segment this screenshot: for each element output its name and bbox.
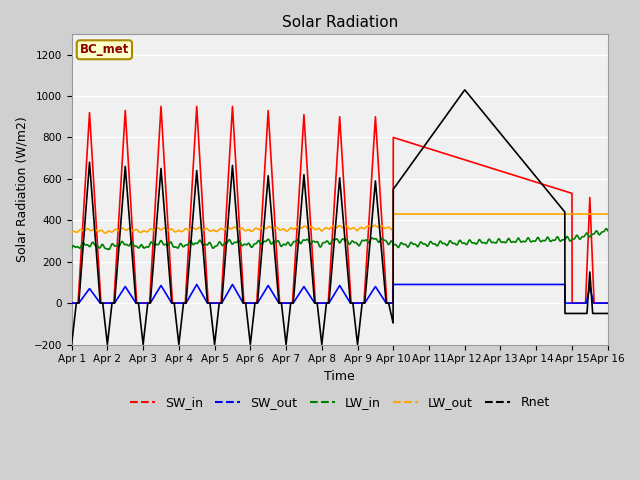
LW_out bbox=[68, 230, 76, 236]
Title: Solar Radiation: Solar Radiation bbox=[282, 15, 398, 30]
SW_out bbox=[393, 282, 401, 288]
LW_out bbox=[175, 228, 182, 234]
LW_in bbox=[105, 247, 113, 252]
Rnet bbox=[325, 298, 333, 304]
LW_out bbox=[580, 211, 588, 217]
SW_out bbox=[326, 300, 333, 305]
SW_out bbox=[246, 300, 253, 306]
LW_out bbox=[389, 211, 397, 217]
SW_out bbox=[175, 300, 182, 306]
SW_in bbox=[175, 300, 182, 306]
SW_in bbox=[326, 283, 333, 288]
Rnet bbox=[580, 311, 588, 316]
SW_in bbox=[68, 300, 76, 306]
LW_in bbox=[580, 234, 588, 240]
LW_in bbox=[175, 244, 182, 250]
LW_in bbox=[602, 226, 610, 231]
LW_out bbox=[246, 228, 253, 233]
SW_in bbox=[580, 300, 588, 306]
LW_in bbox=[246, 241, 253, 247]
LW_out bbox=[604, 211, 612, 217]
Rnet bbox=[281, 332, 289, 338]
Line: LW_in: LW_in bbox=[72, 228, 608, 250]
Rnet bbox=[461, 87, 468, 93]
LW_in bbox=[68, 246, 76, 252]
X-axis label: Time: Time bbox=[324, 370, 355, 383]
Line: SW_out: SW_out bbox=[72, 285, 608, 303]
Text: BC_met: BC_met bbox=[80, 43, 129, 56]
SW_in bbox=[393, 136, 401, 142]
Line: Rnet: Rnet bbox=[72, 90, 608, 345]
LW_in bbox=[282, 242, 289, 248]
LW_in bbox=[326, 241, 333, 247]
SW_in bbox=[157, 104, 165, 109]
SW_in bbox=[282, 300, 289, 306]
SW_out bbox=[68, 300, 76, 306]
LW_out bbox=[282, 228, 289, 233]
SW_out bbox=[580, 300, 588, 306]
SW_in bbox=[604, 300, 612, 306]
Rnet bbox=[604, 311, 612, 316]
Rnet bbox=[68, 342, 76, 348]
Rnet bbox=[393, 181, 401, 187]
SW_out bbox=[193, 282, 200, 288]
SW_in bbox=[246, 300, 253, 306]
Line: SW_in: SW_in bbox=[72, 107, 608, 303]
SW_out bbox=[604, 300, 612, 306]
Legend: SW_in, SW_out, LW_in, LW_out, Rnet: SW_in, SW_out, LW_in, LW_out, Rnet bbox=[125, 391, 555, 414]
Rnet bbox=[246, 334, 253, 339]
Line: LW_out: LW_out bbox=[72, 214, 608, 233]
LW_out bbox=[394, 211, 401, 217]
LW_out bbox=[326, 226, 333, 232]
Rnet bbox=[175, 338, 182, 344]
LW_in bbox=[604, 228, 612, 233]
LW_out bbox=[101, 230, 109, 236]
Y-axis label: Solar Radiation (W/m2): Solar Radiation (W/m2) bbox=[15, 116, 28, 262]
LW_in bbox=[393, 243, 401, 249]
SW_out bbox=[282, 300, 289, 306]
